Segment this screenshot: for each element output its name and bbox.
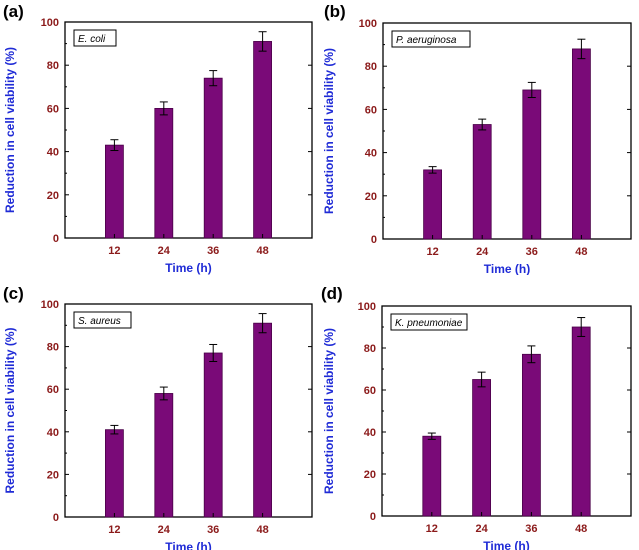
bar — [105, 144, 124, 239]
legend-box — [73, 311, 132, 329]
legend-box — [390, 313, 468, 331]
bar — [571, 48, 591, 240]
y-tick-label: 0 — [370, 511, 376, 523]
x-tick-label: 48 — [256, 524, 268, 536]
bar — [154, 108, 174, 239]
y-tick-label: 20 — [47, 190, 59, 202]
bar — [154, 393, 174, 518]
panel-label: (d) — [321, 284, 343, 303]
legend-label: P. aeruginosa — [396, 35, 457, 46]
y-axis-label: Reduction in cell viability (%) — [3, 327, 17, 493]
legend-box — [73, 29, 117, 47]
bar — [521, 353, 541, 517]
y-tick-label: 0 — [371, 234, 377, 246]
x-tick-label: 24 — [476, 246, 489, 258]
x-tick-label: 48 — [575, 246, 587, 258]
bar — [423, 169, 442, 240]
chart-e-coli: 0 20 40 60 80 100 12 24 36 48 Time (h) Reduction in… — [3, 17, 313, 275]
y-tick-label: 0 — [53, 512, 59, 524]
x-axis-label: Time (h) — [484, 262, 530, 275]
y-tick-label: 60 — [364, 385, 376, 397]
plot-frame — [381, 305, 632, 517]
plot-frame — [64, 21, 313, 239]
x-tick-label: 48 — [256, 245, 268, 257]
y-tick-label: 80 — [47, 60, 59, 72]
plot-frame — [382, 22, 632, 240]
y-tick-label: 100 — [358, 301, 376, 313]
y-axis-label: Reduction in cell viability (%) — [3, 47, 17, 213]
x-tick-label: 36 — [207, 524, 219, 536]
chart-k-pneumoniae: 0 20 40 60 80 100 12 24 36 48 Time (h) Reduction in… — [322, 301, 632, 550]
panel-label: (c) — [3, 284, 24, 303]
x-tick-label: 24 — [158, 524, 171, 536]
bar — [105, 429, 124, 518]
x-tick-label: 12 — [426, 523, 438, 535]
bar — [422, 435, 442, 517]
x-tick-label: 12 — [426, 246, 438, 258]
x-tick-label: 36 — [207, 245, 219, 257]
y-tick-label: 40 — [47, 147, 59, 159]
legend-label: S. aureus — [78, 316, 121, 327]
y-tick-label: 20 — [47, 469, 59, 481]
legend-label: E. coli — [78, 34, 106, 45]
legend-label: K. pneumoniae — [395, 318, 463, 329]
x-tick-label: 36 — [525, 523, 537, 535]
y-tick-label: 20 — [364, 469, 376, 481]
bar — [472, 124, 492, 240]
y-axis-label: Reduction in cell viability (%) — [322, 328, 336, 494]
bar — [253, 41, 273, 239]
y-tick-label: 40 — [47, 427, 59, 439]
bar — [203, 77, 223, 239]
bar — [472, 379, 492, 517]
bar — [571, 326, 591, 517]
chart-s-aureus: 0 20 40 60 80 100 12 24 36 48 Time (h) Reduction in… — [3, 299, 313, 550]
y-tick-label: 80 — [47, 342, 59, 354]
y-tick-label: 60 — [47, 384, 59, 396]
y-tick-label: 40 — [365, 148, 377, 160]
y-tick-label: 80 — [364, 343, 376, 355]
x-tick-label: 48 — [575, 523, 587, 535]
bar — [253, 322, 273, 518]
panel-label: (b) — [324, 2, 346, 21]
x-tick-label: 24 — [158, 245, 171, 257]
panel-label: (a) — [3, 2, 24, 21]
x-tick-label: 24 — [475, 523, 488, 535]
y-tick-label: 100 — [41, 17, 59, 29]
bar — [522, 89, 542, 240]
y-tick-label: 60 — [47, 103, 59, 115]
y-tick-label: 100 — [359, 18, 377, 30]
y-tick-label: 60 — [365, 104, 377, 116]
x-axis-label: Time (h) — [165, 261, 211, 275]
y-tick-label: 80 — [365, 61, 377, 73]
y-tick-label: 0 — [53, 233, 59, 245]
legend-box — [391, 30, 471, 48]
y-axis-label: Reduction in cell viability (%) — [322, 48, 336, 214]
bar — [203, 352, 223, 518]
y-tick-label: 20 — [365, 191, 377, 203]
chart-p-aeruginosa: 0 20 40 60 80 100 12 24 36 48 Time (h) Reduction in… — [322, 18, 632, 275]
x-axis-label: Time (h) — [483, 539, 529, 550]
x-axis-label: Time (h) — [165, 540, 211, 550]
x-tick-label: 12 — [108, 524, 120, 536]
x-tick-label: 12 — [108, 245, 120, 257]
x-tick-label: 36 — [526, 246, 538, 258]
y-tick-label: 100 — [41, 299, 59, 311]
y-tick-label: 40 — [364, 427, 376, 439]
plot-frame — [64, 303, 313, 518]
